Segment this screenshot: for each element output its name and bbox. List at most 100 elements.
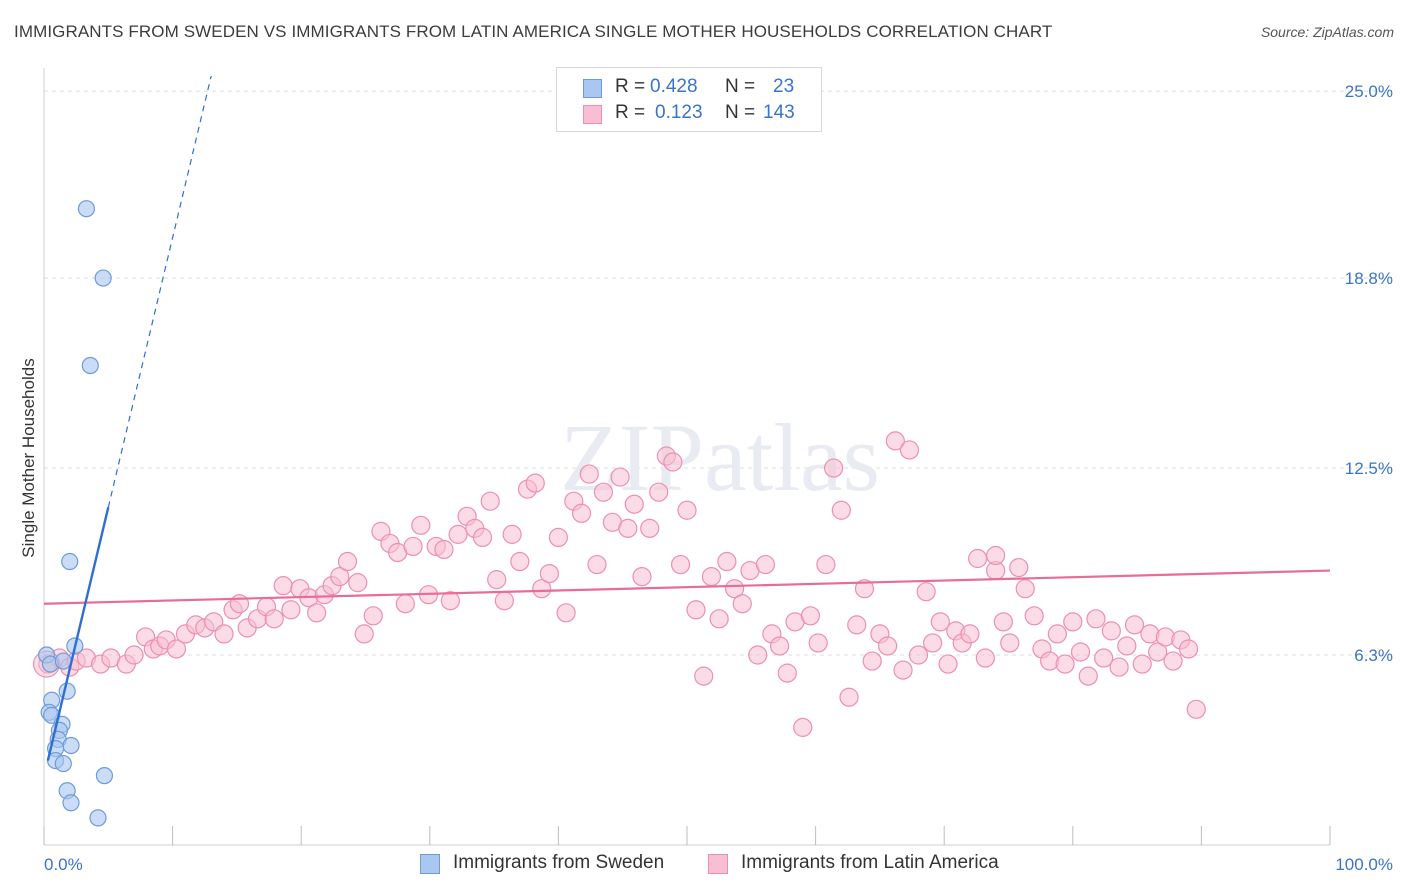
latin-america-point	[1078, 666, 1098, 686]
legend-n-value-sweden: 23	[773, 76, 795, 97]
latin-america-point	[593, 482, 614, 502]
latin-america-point	[1186, 699, 1206, 719]
latin-america-point	[1148, 642, 1168, 662]
latin-america-point	[960, 624, 980, 644]
watermark: ZIPatlas	[560, 404, 880, 511]
y-tick-label: 18.8%	[1345, 269, 1393, 288]
latin-america-point	[755, 554, 776, 575]
sweden-points	[37, 200, 114, 827]
bottom-legend-swatch-sweden	[420, 854, 440, 874]
latin-america-point	[1000, 633, 1020, 653]
latin-america-point	[793, 717, 813, 737]
sweden-trendline	[46, 506, 110, 761]
latin-america-point	[1101, 621, 1121, 641]
latin-america-point	[472, 527, 493, 548]
legend-n-value-latin: 143	[763, 102, 795, 123]
legend-n-label: N =	[725, 102, 756, 123]
latin-america-point	[1109, 657, 1129, 677]
latin-america-point	[354, 624, 374, 644]
latin-america-point	[893, 660, 913, 680]
latin-america-point	[649, 482, 669, 502]
x-tick-label: 0.0%	[44, 855, 83, 874]
y-tick-label: 25.0%	[1345, 82, 1393, 101]
legend-r-label: R =	[615, 102, 646, 123]
latin-america-point	[748, 645, 768, 665]
latin-america-point	[1124, 615, 1145, 635]
latin-america-point	[686, 600, 706, 620]
latin-america-point	[281, 600, 301, 620]
latin-america-point	[1117, 636, 1137, 656]
sweden-point	[95, 767, 114, 785]
legend-swatch-latin	[583, 105, 602, 124]
latin-america-point	[434, 539, 454, 560]
latin-america-point	[769, 636, 790, 656]
legend-n-label: N =	[725, 76, 756, 97]
latin-america-point	[899, 440, 920, 460]
latin-america-point	[1055, 654, 1075, 674]
latin-america-point	[1163, 651, 1183, 671]
latin-america-point	[640, 518, 660, 538]
latin-america-point	[330, 567, 350, 587]
latin-america-point	[214, 624, 234, 644]
latin-america-trendline	[43, 569, 1331, 605]
latin-america-point	[579, 464, 599, 484]
latin-america-point	[1132, 654, 1152, 674]
latin-america-point	[571, 503, 592, 523]
latin-america-point	[885, 431, 905, 451]
latin-america-point	[847, 615, 867, 635]
latin-america-point	[709, 609, 729, 629]
bottom-legend-label-latin: Immigrants from Latin America	[741, 852, 999, 873]
x-tick-label: 100.0%	[1335, 855, 1393, 874]
latin-america-point	[930, 612, 950, 632]
latin-america-point	[166, 639, 187, 659]
latin-america-point	[264, 609, 284, 629]
sweden-point	[54, 652, 72, 670]
latin-america-point	[363, 606, 383, 626]
legend-row-latin: R = 0.123 N = 143	[557, 102, 821, 128]
latin-america-point	[1070, 642, 1091, 662]
legend-row-sweden: R = 0.428 N = 23	[557, 76, 821, 102]
latin-america-point	[525, 473, 545, 493]
latin-america-point	[677, 500, 697, 520]
latin-america-point	[1086, 609, 1106, 629]
sweden-point	[58, 682, 76, 700]
latin-america-point	[337, 551, 358, 572]
latin-america-point	[1155, 627, 1175, 647]
latin-america-point	[624, 494, 644, 514]
latin-america-point	[440, 591, 460, 611]
latin-america-point	[587, 554, 607, 575]
latin-america-point	[993, 612, 1013, 632]
latin-america-point	[487, 570, 507, 590]
sweden-point	[62, 794, 80, 812]
y-tick-label: 6.3%	[1354, 646, 1393, 665]
latin-america-point	[395, 594, 415, 614]
latin-america-points	[32, 431, 1206, 737]
latin-america-point	[539, 563, 559, 584]
sweden-point	[81, 356, 99, 375]
latin-america-point	[724, 579, 745, 599]
latin-america-point	[878, 636, 898, 656]
latin-america-point	[532, 579, 552, 599]
latin-america-point	[777, 663, 797, 683]
latin-america-point	[1178, 639, 1199, 659]
sweden-point	[89, 809, 107, 827]
latin-america-point	[694, 666, 714, 686]
latin-america-point	[975, 648, 995, 668]
latin-america-point	[480, 491, 500, 511]
latin-america-point	[916, 582, 936, 602]
latin-america-point	[1015, 579, 1035, 599]
latin-america-point	[862, 651, 882, 671]
latin-america-point	[701, 567, 722, 587]
sweden-point	[61, 552, 79, 571]
correlation-legend: R = 0.428 N = 23 R = 0.123 N = 143	[556, 67, 822, 132]
sweden-point	[54, 754, 72, 773]
latin-america-point	[831, 500, 851, 520]
latin-america-point	[816, 554, 836, 575]
latin-america-point	[411, 515, 431, 535]
legend-r-value-latin: 0.123	[655, 102, 703, 123]
latin-america-point	[448, 524, 468, 544]
latin-america-point	[618, 518, 638, 538]
bottom-legend-swatch-latin	[708, 854, 728, 874]
latin-america-point	[1140, 624, 1160, 644]
legend-r-label: R =	[615, 76, 646, 97]
